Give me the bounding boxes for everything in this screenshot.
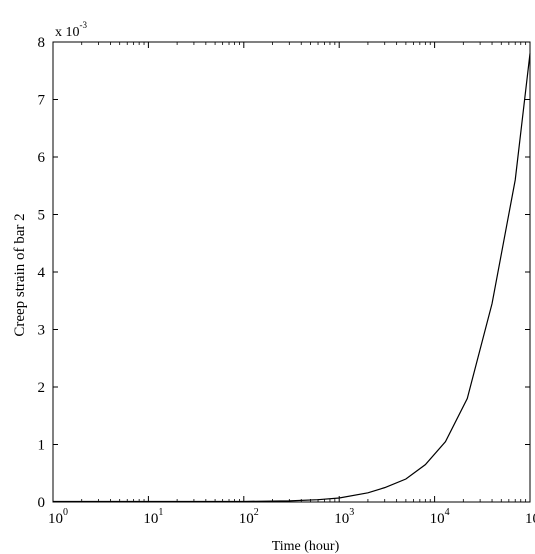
x-tick-label: 102 [239,507,259,527]
series-line [53,53,531,503]
y-axis-label: Creep strain of bar 2 [12,213,28,336]
y-tick-label: 6 [38,150,46,166]
y-tick-label: 7 [38,93,46,109]
y-tick-label: 8 [38,35,46,51]
x-tick-label: 100 [48,507,68,527]
y-tick-label: 0 [38,495,46,511]
y-multiplier-exponent: -3 [80,20,88,30]
y-multiplier-base: x 10 [55,25,80,40]
x-tick-label: 101 [143,507,163,527]
ticks: 0 1 2 3 4 5 6 7 8 100 101 102 103 104 10 [38,35,535,527]
y-tick-label: 1 [38,438,46,454]
y-tick-label: 5 [38,208,46,224]
x-tick-label: 10 [525,511,535,527]
x-tick-label: 104 [430,507,450,527]
series-layer [53,53,531,503]
y-tick-label: 4 [38,265,46,281]
x-tick-label: 103 [334,507,354,527]
x-axis-label: Time (hour) [272,539,340,554]
y-multiplier-label: x 10-3 [55,20,87,40]
y-tick-label: 2 [38,380,46,396]
plot-frame [52,41,531,503]
plot-area [52,41,531,503]
y-tick-label: 3 [38,323,46,339]
